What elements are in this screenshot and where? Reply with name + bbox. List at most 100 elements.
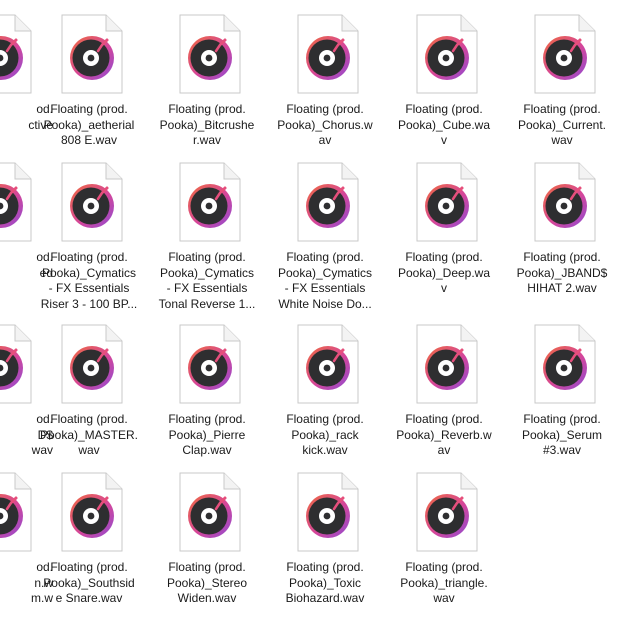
file-name-line: Floating (prod. <box>168 560 246 574</box>
file-name: od. n.w m.w <box>0 560 57 607</box>
audio-file-icon <box>533 14 597 94</box>
audio-file-icon <box>178 472 242 552</box>
file-item[interactable]: Floating (prod. Pooka)_Reverb.w av <box>385 316 503 466</box>
file-name-line: od. <box>36 412 53 426</box>
file-name: Floating (prod. Pooka)_Stereo Widen.wav <box>148 560 266 607</box>
file-item[interactable]: Floating (prod. Pooka)_Toxic Biohazard.wav <box>266 464 384 614</box>
file-name-line: Floating (prod. <box>405 412 483 426</box>
file-item[interactable]: Floating (prod. Pooka)_Cymatics - FX Essen… <box>30 154 148 311</box>
audio-file-icon <box>415 14 479 94</box>
file-name: Floating (prod. Pooka)_Toxic Biohazard.wav <box>266 560 384 607</box>
audio-file-icon <box>415 324 479 404</box>
file-name-line: Floating (prod. <box>50 102 128 116</box>
file-name: Floating (prod. Pooka)_MASTER. wav <box>30 412 148 459</box>
file-name: od. ed <box>0 250 57 281</box>
file-item[interactable]: Floating (prod. Pooka)_Current. wav <box>503 6 618 156</box>
file-item[interactable]: od. ed <box>0 154 57 304</box>
file-item[interactable]: od. n.w m.w <box>0 464 57 614</box>
file-item[interactable]: Floating (prod. Pooka)_Chorus.w av <box>266 6 384 156</box>
file-item[interactable]: Floating (prod. Pooka)_Serum #3.wav <box>503 316 618 466</box>
file-name: Floating (prod. Pooka)_Cymatics - FX Essen… <box>30 250 148 312</box>
file-name: Floating (prod. Pooka)_Cymatics - FX Essen… <box>266 250 384 312</box>
file-name-line: Floating (prod. <box>405 102 483 116</box>
audio-file-icon <box>0 324 33 404</box>
file-item[interactable]: Floating (prod. Pooka)_Deep.wa v <box>385 154 503 304</box>
file-item[interactable]: Floating (prod. Pooka)_MASTER. wav <box>30 316 148 466</box>
audio-file-icon <box>0 14 33 94</box>
file-name: Floating (prod. Pooka)_Current. wav <box>503 102 618 149</box>
file-name: Floating (prod. Pooka)_triangle. wav <box>385 560 503 607</box>
file-name-line: HIHAT 2.wav <box>527 281 597 295</box>
audio-file-icon <box>0 472 33 552</box>
file-name-line: r.wav <box>192 133 221 147</box>
file-item[interactable]: od. ctive <box>0 6 57 156</box>
audio-file-icon <box>533 324 597 404</box>
file-name-line: Pooka)_Cymatics <box>277 265 373 280</box>
file-item[interactable]: Floating (prod. Pooka)_Cymatics - FX Essen… <box>148 154 266 311</box>
file-name-line: - FX Essentials <box>284 281 366 295</box>
file-item[interactable]: Floating (prod. Pooka)_Cymatics - FX Essen… <box>266 154 384 311</box>
file-name: Floating (prod. Pooka)_Serum #3.wav <box>503 412 618 459</box>
file-name-line: Pooka)_JBAND$ <box>516 265 608 280</box>
file-name-line: #3.wav <box>542 443 582 457</box>
file-name-line: Floating (prod. <box>405 250 483 264</box>
file-name-line: Pooka)_triangle. <box>400 575 488 590</box>
file-name-line: wav <box>31 443 53 457</box>
file-name: Floating (prod. Pooka)_Bitcrushe r.wav <box>148 102 266 149</box>
file-name: Floating (prod. Pooka)_aetherial 808 E.wav <box>30 102 148 149</box>
file-name-line: White Noise Do... <box>278 296 372 311</box>
file-name-line: Pooka)_Current. <box>517 117 607 132</box>
file-name-line: wav <box>551 133 573 147</box>
file-item[interactable]: Floating (prod. Pooka)_Stereo Widen.wav <box>148 464 266 614</box>
file-name-line: Pooka)_Pierre <box>168 427 246 442</box>
file-name-line: Floating (prod. <box>286 102 364 116</box>
file-name-line: wav <box>78 443 100 457</box>
file-item[interactable]: Floating (prod. Pooka)_Bitcrushe r.wav <box>148 6 266 156</box>
audio-file-icon <box>296 472 360 552</box>
audio-file-icon <box>415 162 479 242</box>
file-name-line: od. <box>36 250 53 264</box>
file-name-line: Clap.wav <box>182 443 232 457</box>
file-name: od. D$ wav <box>0 412 57 459</box>
file-name-line: Riser 3 - 100 BP... <box>40 296 138 311</box>
file-item[interactable]: Floating (prod. Pooka)_Cube.wa v <box>385 6 503 156</box>
audio-file-icon <box>60 14 124 94</box>
file-name-line: Pooka)_Cube.wa <box>397 117 491 132</box>
file-name-line: Pooka)_rack <box>291 427 359 442</box>
file-name-line: od. <box>36 560 53 574</box>
file-item[interactable]: Floating (prod. Pooka)_Southsid e Snare.wa… <box>30 464 148 614</box>
file-name-line: v <box>441 133 447 147</box>
file-name-line: Pooka)_Stereo <box>166 575 248 590</box>
file-name-line: Pooka)_Cymatics <box>159 265 255 280</box>
file-name-line: v <box>441 281 447 295</box>
file-item[interactable]: Floating (prod. Pooka)_JBAND$ HIHAT 2.wav <box>503 154 618 304</box>
file-name-line: Pooka)_Cymatics <box>41 265 137 280</box>
file-name-line: 808 E.wav <box>60 133 118 147</box>
audio-file-icon <box>178 162 242 242</box>
file-name-line: av <box>318 133 332 147</box>
file-item[interactable]: od. D$ wav <box>0 316 57 466</box>
file-item[interactable]: Floating (prod. Pooka)_triangle. wav <box>385 464 503 614</box>
file-item[interactable]: Floating (prod. Pooka)_rack kick.wav <box>266 316 384 466</box>
file-name-line: - FX Essentials <box>166 281 248 295</box>
audio-file-icon <box>415 472 479 552</box>
file-item[interactable]: Floating (prod. Pooka)_Pierre Clap.wav <box>148 316 266 466</box>
file-name-line: n.w <box>34 575 53 590</box>
file-name: Floating (prod. Pooka)_rack kick.wav <box>266 412 384 459</box>
file-name-line: Pooka)_Reverb.w <box>396 427 492 442</box>
file-item[interactable]: Floating (prod. Pooka)_aetherial 808 E.wav <box>30 6 148 156</box>
file-name-line: Tonal Reverse 1... <box>158 296 256 311</box>
file-name: Floating (prod. Pooka)_Cube.wa v <box>385 102 503 149</box>
file-name-line: od. <box>36 102 53 116</box>
file-name-line: Widen.wav <box>177 591 237 605</box>
file-name-line: Floating (prod. <box>286 412 364 426</box>
file-name-line: Pooka)_Serum <box>521 427 603 442</box>
file-name: Floating (prod. Pooka)_Chorus.w av <box>266 102 384 149</box>
file-name-line: Floating (prod. <box>168 412 246 426</box>
file-name: Floating (prod. Pooka)_Cymatics - FX Essen… <box>148 250 266 312</box>
file-name: Floating (prod. Pooka)_Southsid e Snare.wa… <box>30 560 148 607</box>
file-name-line: av <box>437 443 451 457</box>
file-name-line: Pooka)_Deep.wa <box>397 265 491 280</box>
audio-file-icon <box>533 162 597 242</box>
